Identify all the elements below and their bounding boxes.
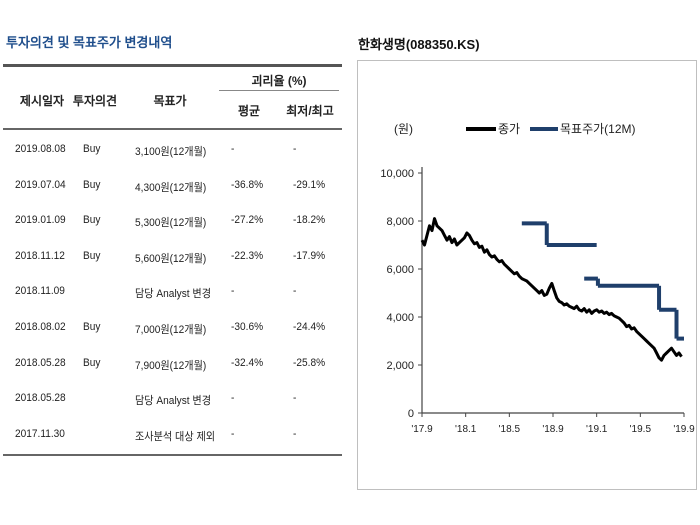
row-maxmin: -24.4%	[293, 321, 326, 333]
row-avg: -22.3%	[231, 249, 264, 262]
row-maxmin: -18.2%	[293, 214, 326, 227]
row-date: 2019.07.04	[15, 178, 66, 191]
x-tick-label: '19.1	[586, 424, 608, 435]
row-target: 7,900원(12개월)	[135, 359, 207, 372]
row-avg: -	[231, 427, 235, 440]
y-tick-label: 10,000	[380, 168, 414, 180]
header-opinion: 투자의견	[72, 94, 118, 108]
row-target: 4,300원(12개월)	[135, 181, 207, 194]
row-avg: -30.6%	[231, 321, 264, 333]
x-tick-label: '18.1	[455, 424, 477, 435]
y-tick-label: 2,000	[386, 360, 414, 372]
row-date: 2019.08.08	[15, 143, 66, 155]
row-avg: -27.2%	[231, 214, 264, 227]
x-tick-label: '19.9	[673, 424, 695, 435]
row-target: 5,600원(12개월)	[135, 252, 207, 265]
row-date: 2018.08.02	[15, 321, 66, 333]
chart-axes: 0 2,000 4,000 6,000 8,000 10,000 '17.9 '18.1 '18…	[380, 167, 695, 435]
row-date: 2018.11.12	[15, 249, 65, 262]
row-date: 2019.01.09	[15, 214, 66, 227]
row-opinion: Buy	[83, 214, 101, 227]
row-opinion: Buy	[83, 321, 101, 333]
chart-marks	[420, 217, 684, 362]
chart-frame	[357, 60, 697, 490]
row-target: 3,100원(12개월)	[135, 146, 207, 158]
x-tick-label: '17.9	[411, 424, 433, 435]
header-target: 목표가	[153, 94, 187, 108]
header-bottom-rule	[3, 128, 342, 130]
row-maxmin: -	[293, 285, 297, 298]
chart-title: 한화생명(088350.KS)	[358, 37, 480, 52]
opinion-table: 제시일자 투자의견 목표가 괴리율 (%) 평균 최저/최고 2019.08.0…	[3, 62, 342, 482]
row-opinion: Buy	[83, 143, 101, 155]
row-avg: -32.4%	[231, 356, 264, 369]
close-price-line	[420, 217, 683, 362]
row-avg: -	[231, 392, 235, 405]
legend-target-label: 목표주가(12M)	[560, 122, 636, 136]
row-avg: -	[231, 285, 235, 298]
row-maxmin: -25.8%	[293, 356, 326, 369]
y-tick-label: 4,000	[386, 312, 414, 324]
header-date: 제시일자	[19, 94, 65, 108]
y-unit-label: (원)	[394, 122, 413, 136]
x-tick-label: '18.5	[499, 424, 521, 435]
row-opinion: Buy	[83, 249, 101, 262]
row-target: 조사분석 대상 제외	[135, 430, 216, 443]
x-tick-label: '18.9	[542, 424, 564, 435]
legend-close-label: 종가	[498, 122, 520, 136]
y-tick-label: 0	[408, 408, 414, 420]
table-top-rule	[3, 64, 342, 67]
header-maxmin: 최저/최고	[286, 104, 334, 118]
row-date: 2018.11.09	[15, 285, 65, 298]
header-sub-rule	[219, 90, 339, 91]
row-maxmin: -29.1%	[293, 178, 326, 191]
row-target: 담당 Analyst 변경	[135, 288, 212, 301]
row-target: 5,300원(12개월)	[135, 217, 207, 230]
row-target: 담당 Analyst 변경	[135, 395, 212, 408]
row-maxmin: -17.9%	[293, 249, 326, 262]
y-tick-label: 8,000	[386, 216, 414, 228]
row-opinion: Buy	[83, 356, 101, 369]
row-maxmin: -	[293, 427, 297, 440]
header-divergence: 괴리율 (%)	[251, 74, 307, 88]
row-date: 2017.11.30	[15, 427, 65, 440]
row-target: 7,000원(12개월)	[135, 324, 207, 336]
row-date: 2018.05.28	[15, 392, 66, 405]
row-avg: -36.8%	[231, 178, 264, 191]
row-opinion: Buy	[83, 178, 101, 191]
row-date: 2018.05.28	[15, 356, 66, 369]
chart-legend: 종가 목표주가(12M)	[466, 122, 636, 136]
row-maxmin: -	[293, 392, 297, 405]
row-maxmin: -	[293, 143, 297, 155]
table-title: 투자의견 및 목표주가 변경내역	[6, 35, 173, 50]
y-tick-label: 6,000	[386, 264, 414, 276]
table-bottom-rule	[3, 454, 342, 456]
x-tick-label: '19.5	[630, 424, 652, 435]
row-avg: -	[231, 143, 235, 155]
header-avg: 평균	[237, 104, 261, 118]
